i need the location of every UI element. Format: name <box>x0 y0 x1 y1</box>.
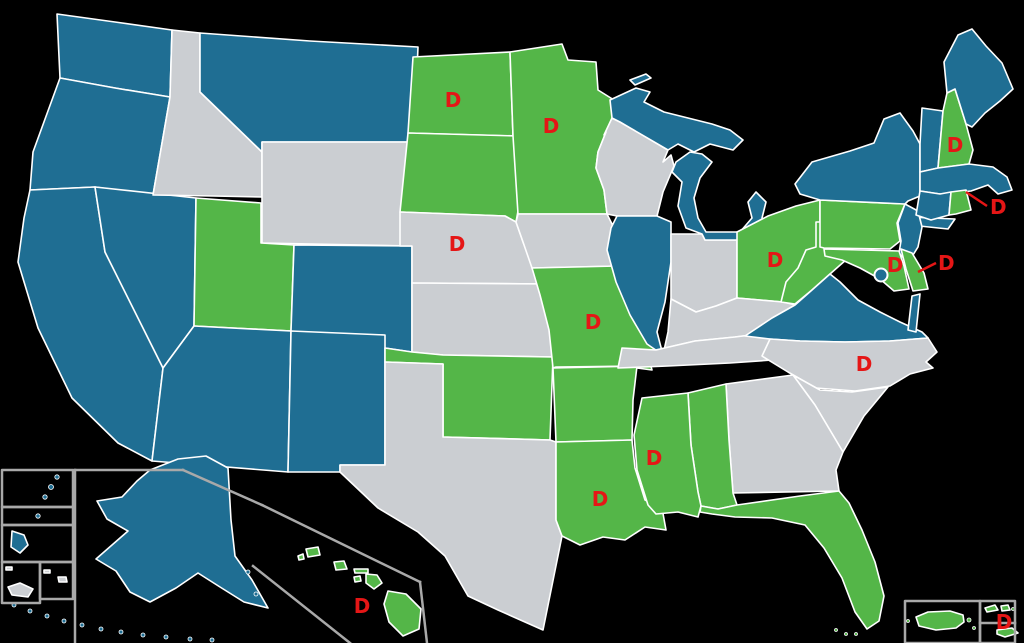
state-hi <box>297 553 305 561</box>
state-mp-island <box>48 484 54 490</box>
state-la <box>555 439 667 546</box>
state-hi <box>333 560 348 571</box>
state-mp-island <box>54 474 60 480</box>
state-ak-island <box>187 636 193 642</box>
state-hi <box>353 568 369 574</box>
state-dc-island <box>873 267 889 283</box>
d-label-vi: D <box>996 610 1013 634</box>
state-vi <box>996 627 1019 638</box>
state-ms <box>633 392 702 518</box>
state-ia <box>515 213 623 269</box>
state-ak-island <box>61 618 67 624</box>
d-label-md: D <box>887 253 904 277</box>
state-pr <box>915 610 965 631</box>
d-label-ne: D <box>449 232 466 256</box>
state-ak-island <box>79 622 85 628</box>
inset-border-line <box>418 580 429 643</box>
state-ak-island <box>163 634 169 640</box>
d-label-la: D <box>592 487 609 511</box>
d-label-ri: D <box>990 195 1007 219</box>
state-ak-island <box>44 613 50 619</box>
state-ny <box>794 112 921 205</box>
territory-inset-box <box>38 560 75 601</box>
d-label-mn: D <box>543 114 560 138</box>
state-pa <box>819 199 906 250</box>
state-as <box>57 576 68 583</box>
state-ar <box>552 365 638 443</box>
state-as <box>5 566 13 571</box>
state-pr-island <box>972 626 976 630</box>
state-sd <box>399 132 521 223</box>
state-ak-island <box>209 637 215 643</box>
state-de <box>900 248 929 292</box>
d-label-hi: D <box>354 594 371 618</box>
d-label-nc: D <box>856 352 873 376</box>
state-ak-island <box>245 569 251 575</box>
state-fl-island <box>854 632 858 636</box>
state-ks <box>411 282 554 358</box>
state-ak-island <box>98 626 104 632</box>
state-hi <box>383 590 422 637</box>
d-label-mo: D <box>585 310 602 334</box>
state-gu <box>10 530 29 554</box>
state-vi <box>1000 604 1011 612</box>
state-md <box>823 248 910 292</box>
state-va <box>907 293 921 333</box>
state-hi <box>353 575 362 583</box>
inset-border-line <box>181 468 264 507</box>
callout-line-ri <box>965 190 988 208</box>
state-ri <box>948 189 972 216</box>
state-pr-island <box>966 617 972 623</box>
state-mi <box>629 73 652 86</box>
state-mi <box>671 151 769 241</box>
state-mp-island <box>35 513 41 519</box>
inset-border-line <box>251 564 352 643</box>
state-nc <box>761 337 938 392</box>
state-ct <box>915 190 952 221</box>
state-as <box>7 582 34 598</box>
state-me <box>943 28 1014 128</box>
d-label-ms: D <box>646 446 663 470</box>
state-fl-island <box>834 628 838 632</box>
state-hi <box>365 573 383 590</box>
state-hi <box>305 546 321 558</box>
state-fl-island <box>844 632 848 636</box>
state-pr-island <box>906 619 910 623</box>
state-tx <box>339 361 563 631</box>
inset-border-line <box>260 503 422 584</box>
state-ak-island <box>27 608 33 614</box>
state-or <box>29 77 171 196</box>
state-in <box>670 233 738 313</box>
state-nm <box>287 330 386 473</box>
callout-line-de <box>917 261 937 274</box>
state-as <box>43 569 51 574</box>
state-ak-island <box>140 632 146 638</box>
d-label-de: D <box>938 251 955 275</box>
state-vi <box>984 604 999 613</box>
state-wy <box>261 141 415 247</box>
state-ak <box>95 455 269 609</box>
d-label-nd: D <box>445 88 462 112</box>
state-fl <box>699 490 885 630</box>
state-ak-island <box>253 591 259 597</box>
state-mp-island <box>42 494 48 500</box>
state-mi <box>609 87 744 153</box>
state-ak-island <box>118 629 124 635</box>
d-label-nh: D <box>947 133 964 157</box>
territory-inset-box <box>0 468 75 509</box>
d-label-oh: D <box>767 248 784 272</box>
